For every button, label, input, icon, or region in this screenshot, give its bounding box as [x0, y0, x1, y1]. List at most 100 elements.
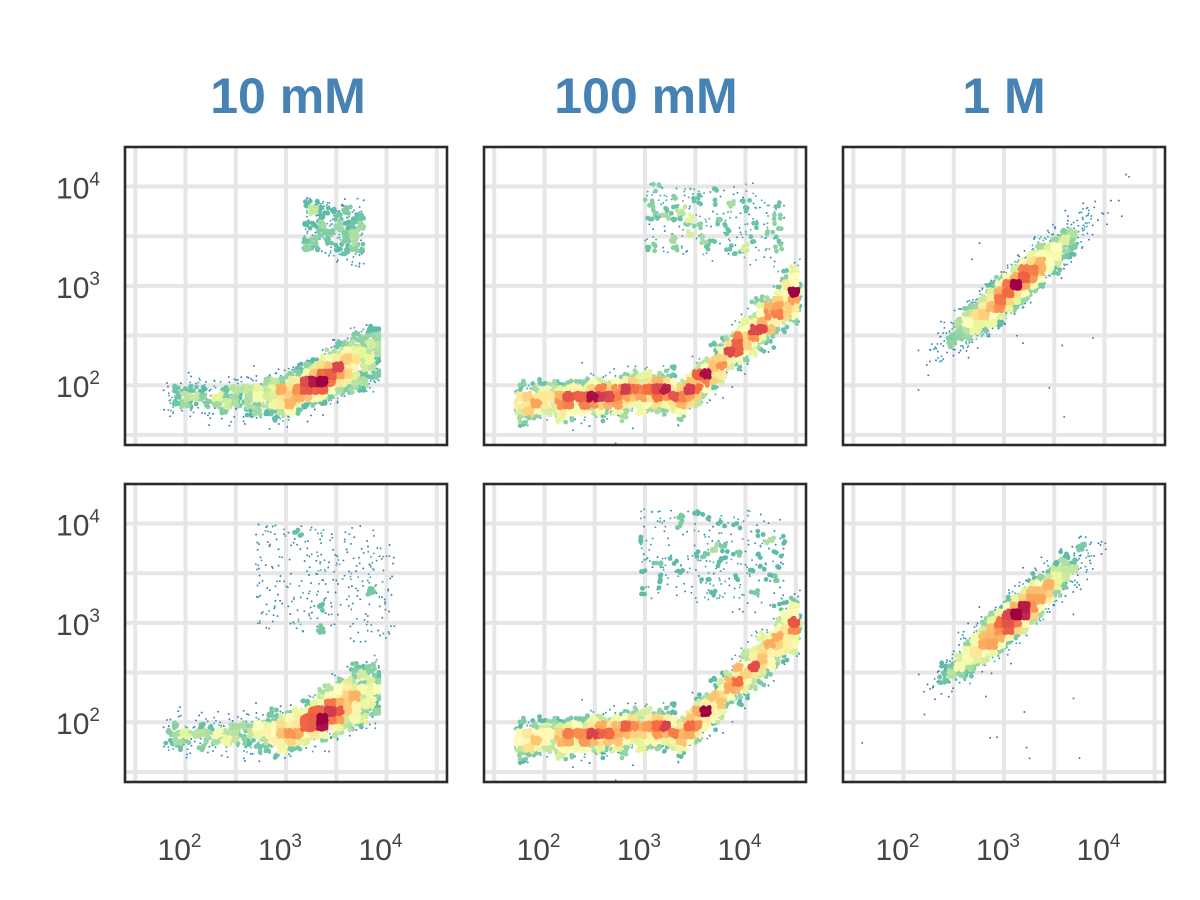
data-point — [228, 424, 231, 427]
data-point — [352, 234, 358, 240]
data-point — [708, 217, 711, 220]
data-point — [558, 405, 564, 410]
data-point — [360, 330, 363, 333]
data-point — [744, 223, 747, 226]
data-point — [787, 298, 793, 303]
data-point — [776, 225, 781, 231]
data-point — [712, 239, 718, 244]
data-point — [522, 394, 528, 400]
data-point — [236, 382, 239, 385]
data-point — [777, 270, 780, 273]
data-point — [338, 230, 341, 233]
data-point — [233, 415, 236, 418]
data-point — [354, 252, 357, 255]
data-point — [605, 386, 611, 392]
data-point — [636, 405, 642, 410]
data-point — [728, 239, 731, 242]
data-point — [718, 217, 723, 223]
data-point — [335, 367, 340, 373]
data-point — [517, 404, 523, 409]
data-point — [618, 394, 623, 400]
data-point — [372, 331, 378, 337]
data-point — [303, 361, 309, 367]
data-point — [342, 204, 345, 207]
data-point — [755, 207, 758, 209]
data-point — [362, 328, 365, 331]
data-point — [744, 358, 750, 363]
data-point — [218, 390, 224, 396]
data-point — [662, 202, 665, 204]
data-point — [745, 233, 748, 236]
data-point — [665, 195, 668, 198]
data-point — [715, 221, 721, 227]
data-point — [246, 397, 252, 402]
data-point — [194, 391, 200, 397]
data-point — [787, 313, 793, 319]
data-point — [780, 276, 783, 279]
data-point — [562, 402, 568, 407]
data-point — [234, 408, 237, 411]
data-point — [355, 371, 361, 377]
data-point — [743, 256, 746, 259]
data-point — [194, 384, 199, 390]
data-point — [543, 397, 549, 402]
data-point — [793, 261, 796, 264]
data-point — [572, 387, 578, 393]
data-point — [316, 227, 322, 233]
data-point — [716, 372, 722, 378]
data-point — [275, 404, 281, 410]
data-point — [652, 235, 655, 238]
data-point — [783, 216, 786, 219]
data-point — [703, 192, 706, 195]
data-point — [337, 225, 343, 231]
panel-r1-c2 — [482, 145, 808, 447]
data-point — [342, 251, 348, 257]
data-point — [320, 353, 326, 359]
data-point — [617, 414, 620, 417]
data-point — [688, 207, 691, 210]
data-point — [705, 252, 708, 255]
data-point — [764, 249, 767, 252]
data-point — [714, 378, 719, 383]
data-point — [289, 409, 295, 415]
data-point — [626, 365, 629, 368]
data-point — [253, 383, 259, 389]
data-point — [670, 372, 676, 378]
data-point — [777, 215, 783, 221]
data-point — [763, 201, 766, 204]
data-point — [206, 414, 209, 417]
data-point — [699, 240, 705, 246]
data-point — [306, 390, 312, 395]
data-point — [523, 406, 529, 412]
data-point — [255, 375, 258, 377]
data-point — [235, 378, 237, 381]
data-point — [772, 285, 775, 288]
data-point — [527, 384, 530, 387]
data-point — [326, 201, 329, 204]
data-point — [322, 414, 324, 416]
data-point — [751, 220, 756, 226]
data-point — [326, 222, 329, 225]
data-point — [262, 394, 268, 400]
data-point — [666, 251, 669, 254]
data-point — [631, 427, 634, 430]
data-point — [263, 411, 269, 417]
data-point — [364, 383, 369, 388]
data-point — [623, 410, 629, 415]
data-point — [748, 234, 754, 240]
data-point — [255, 416, 258, 419]
data-point — [746, 307, 749, 310]
data-point — [278, 375, 284, 381]
data-point — [772, 212, 777, 218]
data-point — [757, 249, 760, 252]
data-point — [332, 354, 338, 360]
data-point — [723, 341, 729, 346]
data-point — [641, 373, 647, 378]
data-point — [348, 234, 354, 239]
data-point — [727, 211, 729, 214]
data-point — [351, 261, 354, 263]
data-point — [711, 186, 717, 192]
data-point — [343, 386, 349, 392]
data-point — [367, 354, 372, 360]
